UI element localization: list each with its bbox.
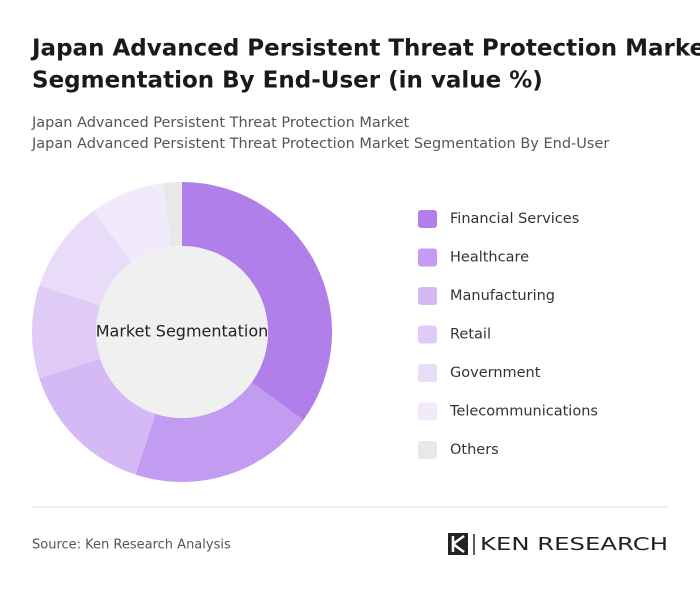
donut-center <box>96 246 268 418</box>
legend-swatch <box>418 210 437 228</box>
legend-swatch <box>418 287 437 305</box>
donut-slice <box>135 382 304 482</box>
donut-slice <box>39 358 156 475</box>
source: Source: Ken Research Analysis <box>32 538 231 553</box>
legend-label: Others <box>450 442 499 458</box>
donut-slice <box>93 183 172 263</box>
legend: Financial Services Healthcare Manufacturin… <box>418 210 598 459</box>
logo-icon-k <box>451 534 465 554</box>
center-label: Market Segmentation <box>96 322 269 341</box>
legend-swatch <box>418 441 437 459</box>
donut: Market Segmentation <box>32 182 332 482</box>
subtitle-line: Japan Advanced Persistent Threat Protect… <box>31 115 410 131</box>
legend-swatch <box>418 364 437 382</box>
title-line: Japan Advanced Persistent Threat Protect… <box>30 36 700 62</box>
legend-swatch <box>418 325 437 344</box>
legend-label: Retail <box>450 327 491 343</box>
legend-swatch <box>418 402 437 421</box>
donut-slice <box>39 210 132 306</box>
title-line: Segmentation By End-User (in value %) <box>32 68 543 94</box>
donut-slice <box>182 182 332 421</box>
logo-icon <box>448 533 468 555</box>
legend-label: Manufacturing <box>450 288 555 304</box>
subtitle-line: Japan Advanced Persistent Threat Protect… <box>31 136 609 152</box>
donut-slice <box>163 182 182 247</box>
donut-slice <box>32 285 101 379</box>
legend-label: Healthcare <box>450 250 529 266</box>
legend-label: Telecommunications <box>449 404 598 420</box>
legend-label: Government <box>450 365 541 381</box>
logo-text: KEN RESEARCH <box>480 534 668 555</box>
legend-label: Financial Services <box>450 211 579 227</box>
legend-swatch <box>418 248 437 267</box>
logo: KEN RESEARCH <box>448 533 668 555</box>
